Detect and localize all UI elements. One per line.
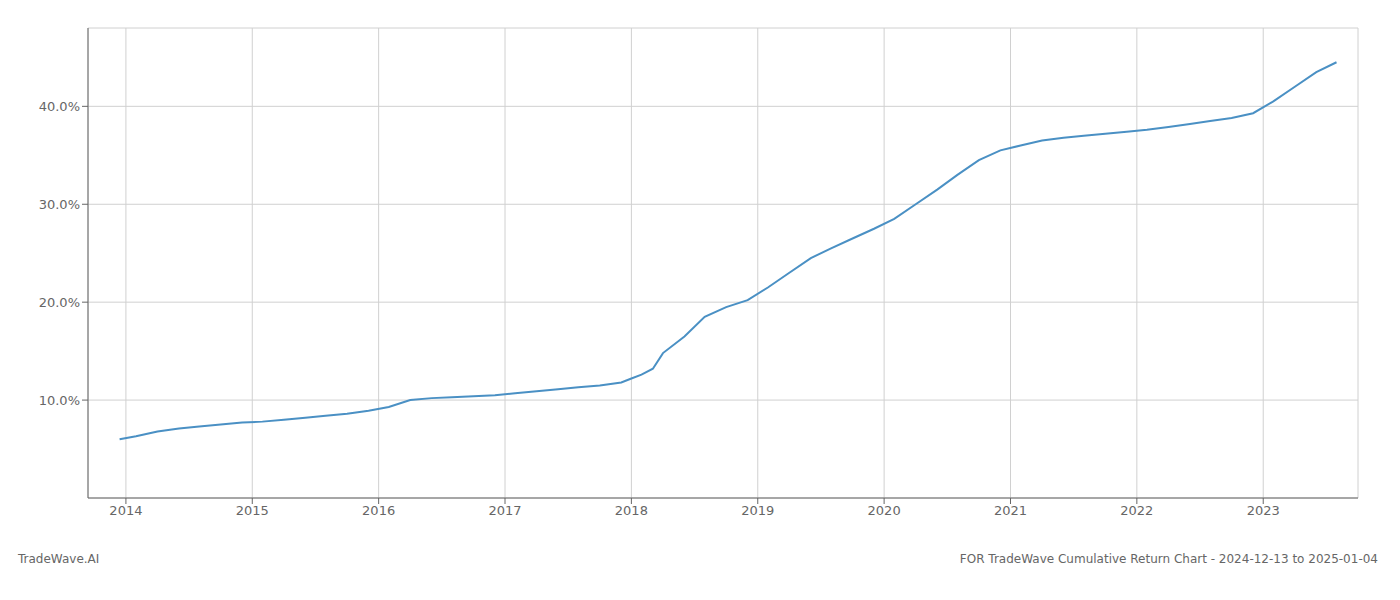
svg-text:2019: 2019 xyxy=(741,503,774,518)
html-text:TradeWave.AI: TradeWave.AI xyxy=(18,552,100,566)
svg-text:2015: 2015 xyxy=(236,503,269,518)
svg-text:2016: 2016 xyxy=(362,503,395,518)
svg-text:20.0%: 20.0% xyxy=(39,295,80,310)
svg-text:2020: 2020 xyxy=(868,503,901,518)
svg-text:2022: 2022 xyxy=(1120,503,1153,518)
svg-text:2014: 2014 xyxy=(109,503,142,518)
svg-text:2023: 2023 xyxy=(1247,503,1280,518)
svg-text:2021: 2021 xyxy=(994,503,1027,518)
svg-text:10.0%: 10.0% xyxy=(39,393,80,408)
svg-text:40.0%: 40.0% xyxy=(39,99,80,114)
svg-text:2018: 2018 xyxy=(615,503,648,518)
html-text:FOR TradeWave Cumulative Retur: FOR TradeWave Cumulative Return Chart - … xyxy=(959,552,1378,566)
svg-text:2017: 2017 xyxy=(488,503,521,518)
svg-text:30.0%: 30.0% xyxy=(39,197,80,212)
